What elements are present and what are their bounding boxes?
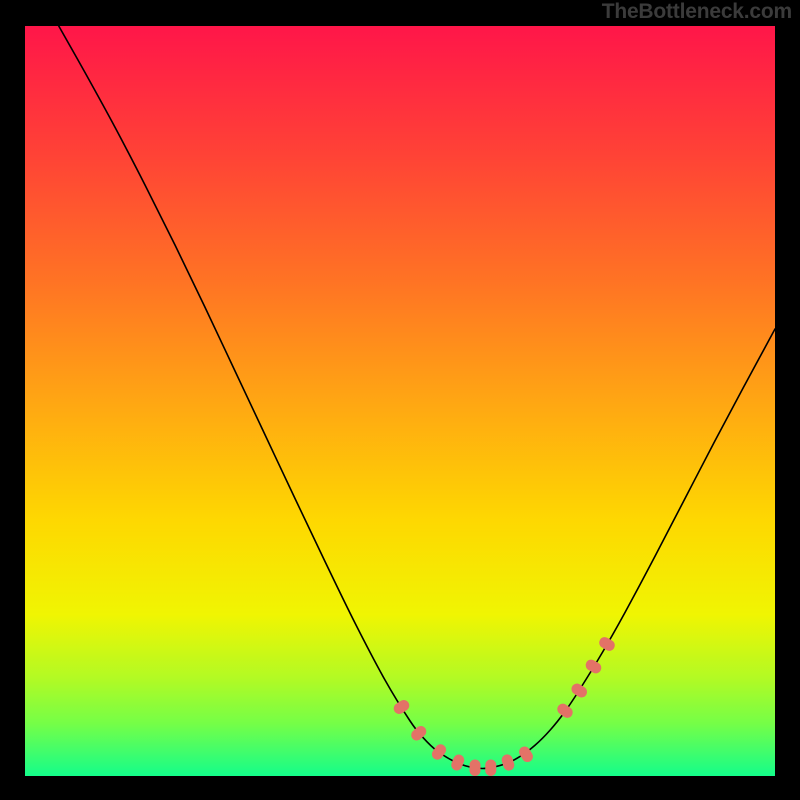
curve-marker bbox=[470, 760, 481, 776]
plot-background bbox=[25, 26, 775, 776]
watermark-text: TheBottleneck.com bbox=[602, 0, 792, 24]
chart-canvas: TheBottleneck.com bbox=[0, 0, 800, 800]
curve-marker bbox=[485, 760, 496, 776]
chart-svg bbox=[0, 0, 800, 800]
